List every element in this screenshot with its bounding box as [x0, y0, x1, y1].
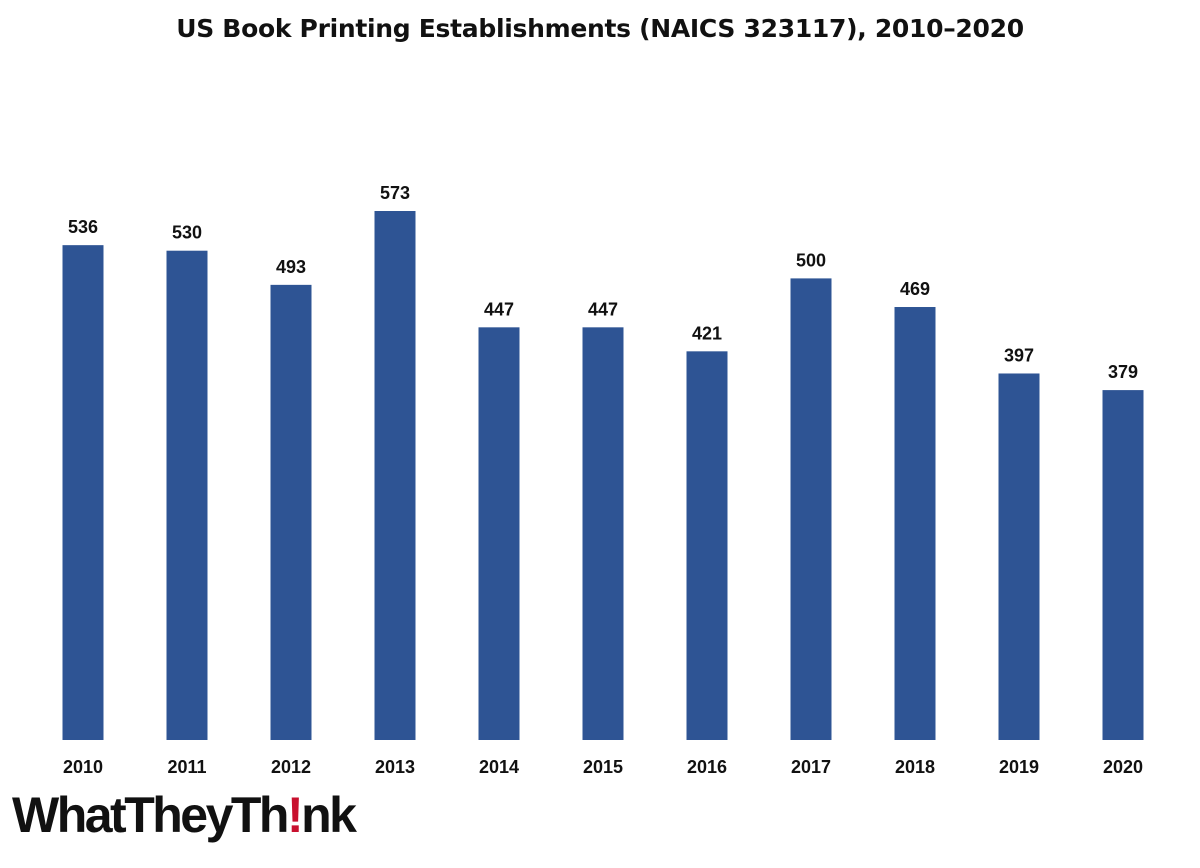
- x-tick-label-2019: 2019: [999, 757, 1039, 777]
- whattheythink-logo: WhatTheyTh!nk: [12, 787, 357, 843]
- x-tick-label-2011: 2011: [167, 757, 206, 777]
- value-label-2014: 447: [484, 299, 514, 319]
- value-label-2015: 447: [588, 299, 618, 319]
- value-label-2016: 421: [692, 323, 722, 343]
- bar-2020: [1102, 390, 1144, 740]
- x-tick-label-2018: 2018: [895, 757, 935, 777]
- x-tick-label-2016: 2016: [687, 757, 727, 777]
- bars-layer: [62, 211, 1144, 741]
- x-tick-label-2010: 2010: [63, 757, 103, 777]
- bar-2019: [998, 373, 1040, 740]
- bar-2017: [790, 278, 832, 740]
- value-label-2010: 536: [68, 217, 98, 237]
- x-tick-label-2012: 2012: [271, 757, 311, 777]
- x-tick-label-2020: 2020: [1103, 757, 1143, 777]
- value-label-2017: 500: [796, 250, 826, 270]
- chart-title: US Book Printing Establishments (NAICS 3…: [176, 14, 1024, 43]
- x-axis-labels-layer: 2010 2011 2012 2013 2014 2015 2016 2017 2018 2019…: [63, 757, 1143, 777]
- bar-2012: [270, 284, 312, 740]
- value-label-2019: 397: [1004, 345, 1034, 365]
- value-label-2018: 469: [900, 279, 930, 299]
- value-label-2020: 379: [1108, 362, 1138, 382]
- bar-2016: [686, 351, 728, 740]
- bar-2011: [166, 250, 208, 741]
- value-label-2013: 573: [380, 183, 410, 203]
- logo-text-end: nk: [301, 787, 357, 843]
- value-labels-layer: 536 530 493 573 447 447 421 500 469 397 379: [68, 183, 1138, 382]
- bar-2015: [582, 327, 624, 740]
- value-label-2012: 493: [276, 257, 306, 277]
- x-tick-label-2014: 2014: [479, 757, 519, 777]
- logo-exclamation-mark: !: [286, 787, 304, 843]
- x-tick-label-2013: 2013: [375, 757, 415, 777]
- x-tick-label-2015: 2015: [583, 757, 623, 777]
- bar-2014: [478, 327, 520, 740]
- x-tick-label-2017: 2017: [791, 757, 831, 777]
- logo-text-start: WhatTheyTh: [12, 787, 289, 843]
- bar-2018: [894, 307, 936, 740]
- bar-2013: [374, 211, 416, 740]
- bar-2010: [62, 245, 104, 740]
- value-label-2011: 530: [172, 223, 202, 243]
